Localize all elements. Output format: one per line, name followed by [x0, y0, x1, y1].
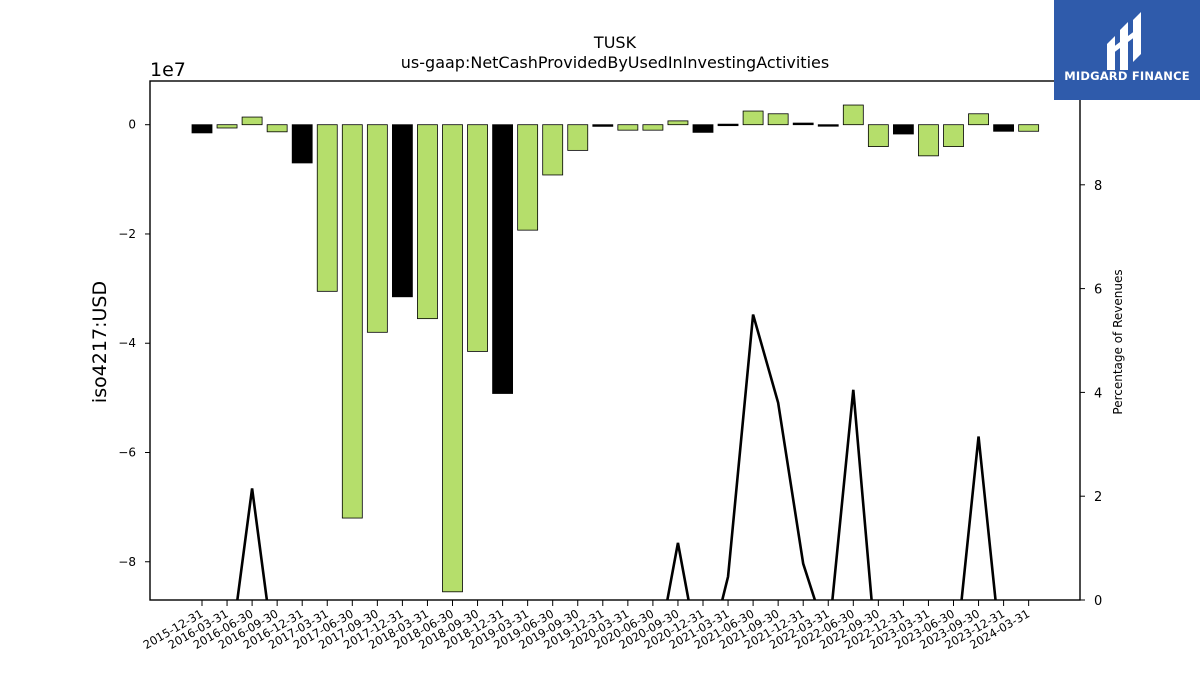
bar-2018-06-30	[442, 124, 463, 593]
y2-tick-label: 6	[1094, 283, 1102, 298]
bar-2018-12-31	[492, 124, 514, 394]
bar-2016-09-30	[266, 124, 288, 133]
bar-2020-12-31	[692, 124, 714, 133]
bar-2021-03-31	[717, 123, 739, 127]
chart-subtitle: us-gaap:NetCashProvidedByUsedInInvesting…	[401, 53, 829, 72]
chart-title: TUSK	[593, 33, 637, 52]
bar-2020-06-30	[642, 124, 664, 131]
bar-2017-06-30	[341, 124, 363, 519]
bar-2021-12-31	[792, 122, 814, 126]
bar-2018-09-30	[467, 124, 488, 352]
bar-2023-06-30	[943, 124, 964, 147]
bar-2022-12-31	[893, 124, 914, 135]
bar-2016-12-31	[291, 124, 313, 164]
bar-2023-09-30	[968, 113, 989, 126]
bar-2020-09-30	[667, 120, 689, 126]
y2-axis-label: Percentage of Revenues	[1111, 269, 1125, 414]
y-tick-label: −2	[118, 227, 136, 241]
bar-2020-03-31	[617, 124, 639, 131]
bar-2022-09-30	[867, 124, 889, 147]
bar-2023-03-31	[918, 124, 939, 157]
bar-2019-09-30	[567, 124, 589, 151]
bar-2019-12-31	[592, 124, 614, 127]
bar-2017-09-30	[366, 124, 388, 333]
bar-2015-12-31	[191, 124, 213, 134]
x-axis-ticks: 2015-12-312016-03-312016-06-302016-09-30…	[141, 600, 1032, 652]
y2-tick-label: 8	[1094, 179, 1102, 194]
plot-frame	[149, 80, 1081, 601]
y-tick-label: −8	[118, 555, 136, 569]
bars-layer	[191, 104, 1040, 593]
bar-2017-03-31	[316, 124, 338, 292]
bar-2022-03-31	[817, 124, 839, 127]
bar-2022-06-30	[842, 104, 864, 126]
brand-logo: MIDGARD FINANCE	[1054, 0, 1200, 100]
bar-2016-03-31	[216, 124, 238, 129]
bar-2023-12-31	[993, 124, 1014, 132]
bar-2024-03-31	[1018, 124, 1040, 132]
y2-tick-label: 4	[1094, 386, 1102, 401]
bar-2019-06-30	[542, 124, 564, 176]
y2-tick-label: 2	[1094, 490, 1102, 505]
y-tick-label: −6	[118, 445, 136, 459]
bar-2017-12-31	[391, 124, 413, 298]
bar-2021-06-30	[742, 110, 764, 126]
logo-text: MIDGARD FINANCE	[1064, 69, 1190, 83]
midgard-logo-icon	[1107, 12, 1141, 70]
y-tick-label: 0	[128, 118, 136, 132]
y-axis-ticks: 0 −2 −4 −6 −8	[118, 118, 150, 569]
y2-axis-ticks: 0 2 4 6 8	[1080, 179, 1102, 609]
bar-2016-06-30	[241, 116, 263, 126]
y-tick-label: −4	[118, 336, 136, 350]
y-axis-label: iso4217:USD	[89, 281, 111, 403]
y2-tick-label: 0	[1094, 594, 1102, 609]
bar-2019-03-31	[517, 124, 539, 231]
bar-2021-09-30	[767, 113, 789, 126]
bar-2018-03-31	[417, 124, 438, 320]
y-offset-label: 1e7	[150, 59, 186, 81]
